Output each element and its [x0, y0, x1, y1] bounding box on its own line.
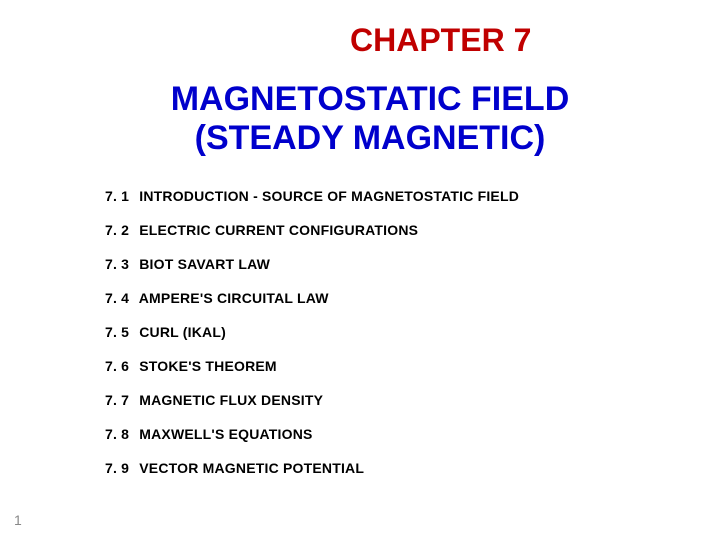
section-num: 7. 9: [105, 460, 129, 476]
section-num: 7. 2: [105, 222, 129, 238]
section-num: 7. 1: [105, 188, 129, 204]
section-num: 7. 4: [105, 290, 129, 306]
section-item: 7. 7 MAGNETIC FLUX DENSITY: [105, 392, 519, 408]
section-title: MAXWELL'S EQUATIONS: [139, 426, 312, 442]
section-title: MAGNETIC FLUX DENSITY: [139, 392, 323, 408]
section-title: INTRODUCTION - SOURCE OF MAGNETOSTATIC F…: [139, 188, 519, 204]
section-title: BIOT SAVART LAW: [139, 256, 270, 272]
section-item: 7. 2 ELECTRIC CURRENT CONFIGURATIONS: [105, 222, 519, 238]
section-item: 7. 8 MAXWELL'S EQUATIONS: [105, 426, 519, 442]
section-title: ELECTRIC CURRENT CONFIGURATIONS: [139, 222, 418, 238]
section-num: 7. 5: [105, 324, 129, 340]
section-title: CURL (IKAL): [139, 324, 226, 340]
section-num: 7. 3: [105, 256, 129, 272]
page-number: 1: [14, 512, 22, 528]
section-title: AMPERE'S CIRCUITAL LAW: [139, 290, 329, 306]
section-item: 7. 9 VECTOR MAGNETIC POTENTIAL: [105, 460, 519, 476]
chapter-heading: CHAPTER 7: [350, 22, 531, 59]
section-item: 7. 4 AMPERE'S CIRCUITAL LAW: [105, 290, 519, 306]
section-item: 7. 6 STOKE'S THEOREM: [105, 358, 519, 374]
section-title: STOKE'S THEOREM: [139, 358, 277, 374]
section-item: 7. 3 BIOT SAVART LAW: [105, 256, 519, 272]
section-num: 7. 8: [105, 426, 129, 442]
main-title: MAGNETOSTATIC FIELD (STEADY MAGNETIC): [130, 80, 610, 158]
main-title-line2: (STEADY MAGNETIC): [130, 119, 610, 158]
section-item: 7. 1 INTRODUCTION - SOURCE OF MAGNETOSTA…: [105, 188, 519, 204]
section-title: VECTOR MAGNETIC POTENTIAL: [139, 460, 364, 476]
sections-list: 7. 1 INTRODUCTION - SOURCE OF MAGNETOSTA…: [105, 188, 519, 494]
main-title-line1: MAGNETOSTATIC FIELD: [130, 80, 610, 119]
section-num: 7. 7: [105, 392, 129, 408]
section-num: 7. 6: [105, 358, 129, 374]
section-item: 7. 5 CURL (IKAL): [105, 324, 519, 340]
